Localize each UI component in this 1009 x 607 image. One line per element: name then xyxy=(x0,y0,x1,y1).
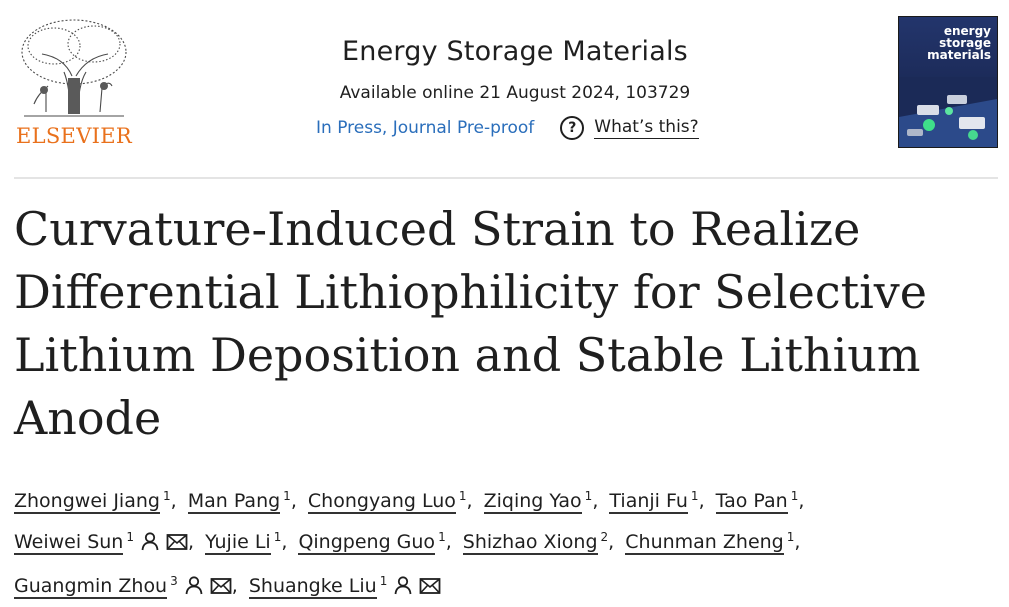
article-header: ELSEVIER Energy Storage Materials Availa… xyxy=(0,0,1009,178)
author-name-link[interactable]: Shizhao Xiong xyxy=(462,531,598,555)
affiliation-marker[interactable]: 1 xyxy=(283,489,291,503)
elsevier-wordmark: ELSEVIER xyxy=(16,124,132,148)
affiliation-marker[interactable]: 2 xyxy=(600,530,609,544)
author-name-link[interactable]: Tao Pan xyxy=(715,490,788,514)
author-name-link[interactable]: Yujie Li xyxy=(205,531,271,555)
author-item: Shuangke Liu 1 xyxy=(248,574,442,599)
affiliation-marker[interactable]: 1 xyxy=(438,530,446,544)
affiliation-marker[interactable]: 1 xyxy=(273,530,282,544)
elsevier-tree-icon xyxy=(21,19,127,117)
author-separator: , xyxy=(281,531,288,553)
author-item: Man Pang 1, xyxy=(187,489,302,514)
article-title: Curvature-Induced Strain to Realize Diff… xyxy=(14,202,928,445)
author-separator: , xyxy=(187,531,195,553)
article-status-row: In Press, Journal Pre-proof ? What’s thi… xyxy=(316,114,699,142)
elsevier-logo[interactable]: ELSEVIER xyxy=(14,16,134,150)
author-name-link[interactable]: Weiwei Sun xyxy=(14,531,124,555)
whats-this-label: What’s this? xyxy=(594,117,699,139)
author-item: Shizhao Xiong 2, xyxy=(462,530,619,555)
author-name-link[interactable]: Tianji Fu xyxy=(609,490,688,514)
whats-this-button[interactable]: ? What’s this? xyxy=(560,116,699,140)
author-item: Qingpeng Guo 1, xyxy=(298,530,456,555)
author-item: Zhongwei Jiang 1, xyxy=(14,489,182,514)
author-item: Chongyang Luo 1, xyxy=(307,489,478,514)
journal-cover[interactable]: energy storage materials xyxy=(898,16,998,148)
affiliation-marker[interactable]: 1 xyxy=(690,489,699,503)
envelope-icon[interactable] xyxy=(166,527,188,563)
cover-artwork xyxy=(899,77,997,147)
author-list: Zhongwei Jiang 1, Man Pang 1, Chongyang Lu… xyxy=(14,478,974,607)
affiliation-marker[interactable]: 1 xyxy=(584,489,593,503)
author-separator: , xyxy=(608,531,615,553)
availability-info: Available online 21 August 2024, 103729 xyxy=(339,83,691,103)
author-name-link[interactable]: Man Pang xyxy=(187,490,281,514)
author-separator: , xyxy=(794,531,801,553)
question-circle-icon: ? xyxy=(560,116,585,140)
author-name-link[interactable]: Guangmin Zhou xyxy=(14,575,168,599)
author-separator: , xyxy=(231,575,238,597)
author-separator: , xyxy=(290,490,297,512)
affiliation-marker[interactable]: 1 xyxy=(790,489,799,503)
envelope-icon[interactable] xyxy=(210,571,232,607)
journal-title[interactable]: Energy Storage Materials xyxy=(342,36,688,67)
affiliation-marker[interactable]: 1 xyxy=(379,574,388,588)
affiliation-marker[interactable]: 1 xyxy=(786,530,795,544)
author-name-link[interactable]: Qingpeng Guo xyxy=(298,531,436,555)
author-separator: , xyxy=(170,490,177,512)
author-item: Weiwei Sun 1, xyxy=(14,530,199,555)
author-name-link[interactable]: Chunman Zheng xyxy=(625,531,784,555)
affiliation-marker[interactable]: 1 xyxy=(126,530,134,544)
author-name-link[interactable]: Chongyang Luo xyxy=(307,490,456,514)
author-name-link[interactable]: Zhongwei Jiang xyxy=(14,490,160,514)
watermark xyxy=(4,552,134,568)
cover-title: energy storage materials xyxy=(927,24,991,62)
affiliation-marker[interactable]: 3 xyxy=(170,574,178,588)
author-separator: , xyxy=(445,531,452,553)
author-separator: , xyxy=(466,490,473,512)
author-item: Yujie Li 1, xyxy=(205,530,292,555)
author-separator: , xyxy=(798,490,805,512)
affiliation-marker[interactable]: 1 xyxy=(162,489,171,503)
author-item: Tianji Fu 1, xyxy=(609,489,709,514)
person-icon[interactable] xyxy=(140,527,160,563)
envelope-icon[interactable] xyxy=(419,571,441,607)
author-item: Tao Pan 1, xyxy=(715,489,810,514)
article-status: In Press, Journal Pre-proof xyxy=(316,118,535,138)
author-name-link[interactable]: Shuangke Liu xyxy=(248,575,377,599)
person-icon[interactable] xyxy=(393,571,413,607)
author-item: Ziqing Yao 1, xyxy=(483,489,604,514)
affiliation-marker[interactable]: 1 xyxy=(458,489,467,503)
author-item: Guangmin Zhou 3, xyxy=(14,574,243,599)
author-separator: , xyxy=(698,490,705,512)
person-icon[interactable] xyxy=(184,571,204,607)
header-divider xyxy=(14,177,998,179)
author-name-link[interactable]: Ziqing Yao xyxy=(483,490,582,514)
author-separator: , xyxy=(592,490,599,512)
author-item: Chunman Zheng 1, xyxy=(625,530,805,555)
